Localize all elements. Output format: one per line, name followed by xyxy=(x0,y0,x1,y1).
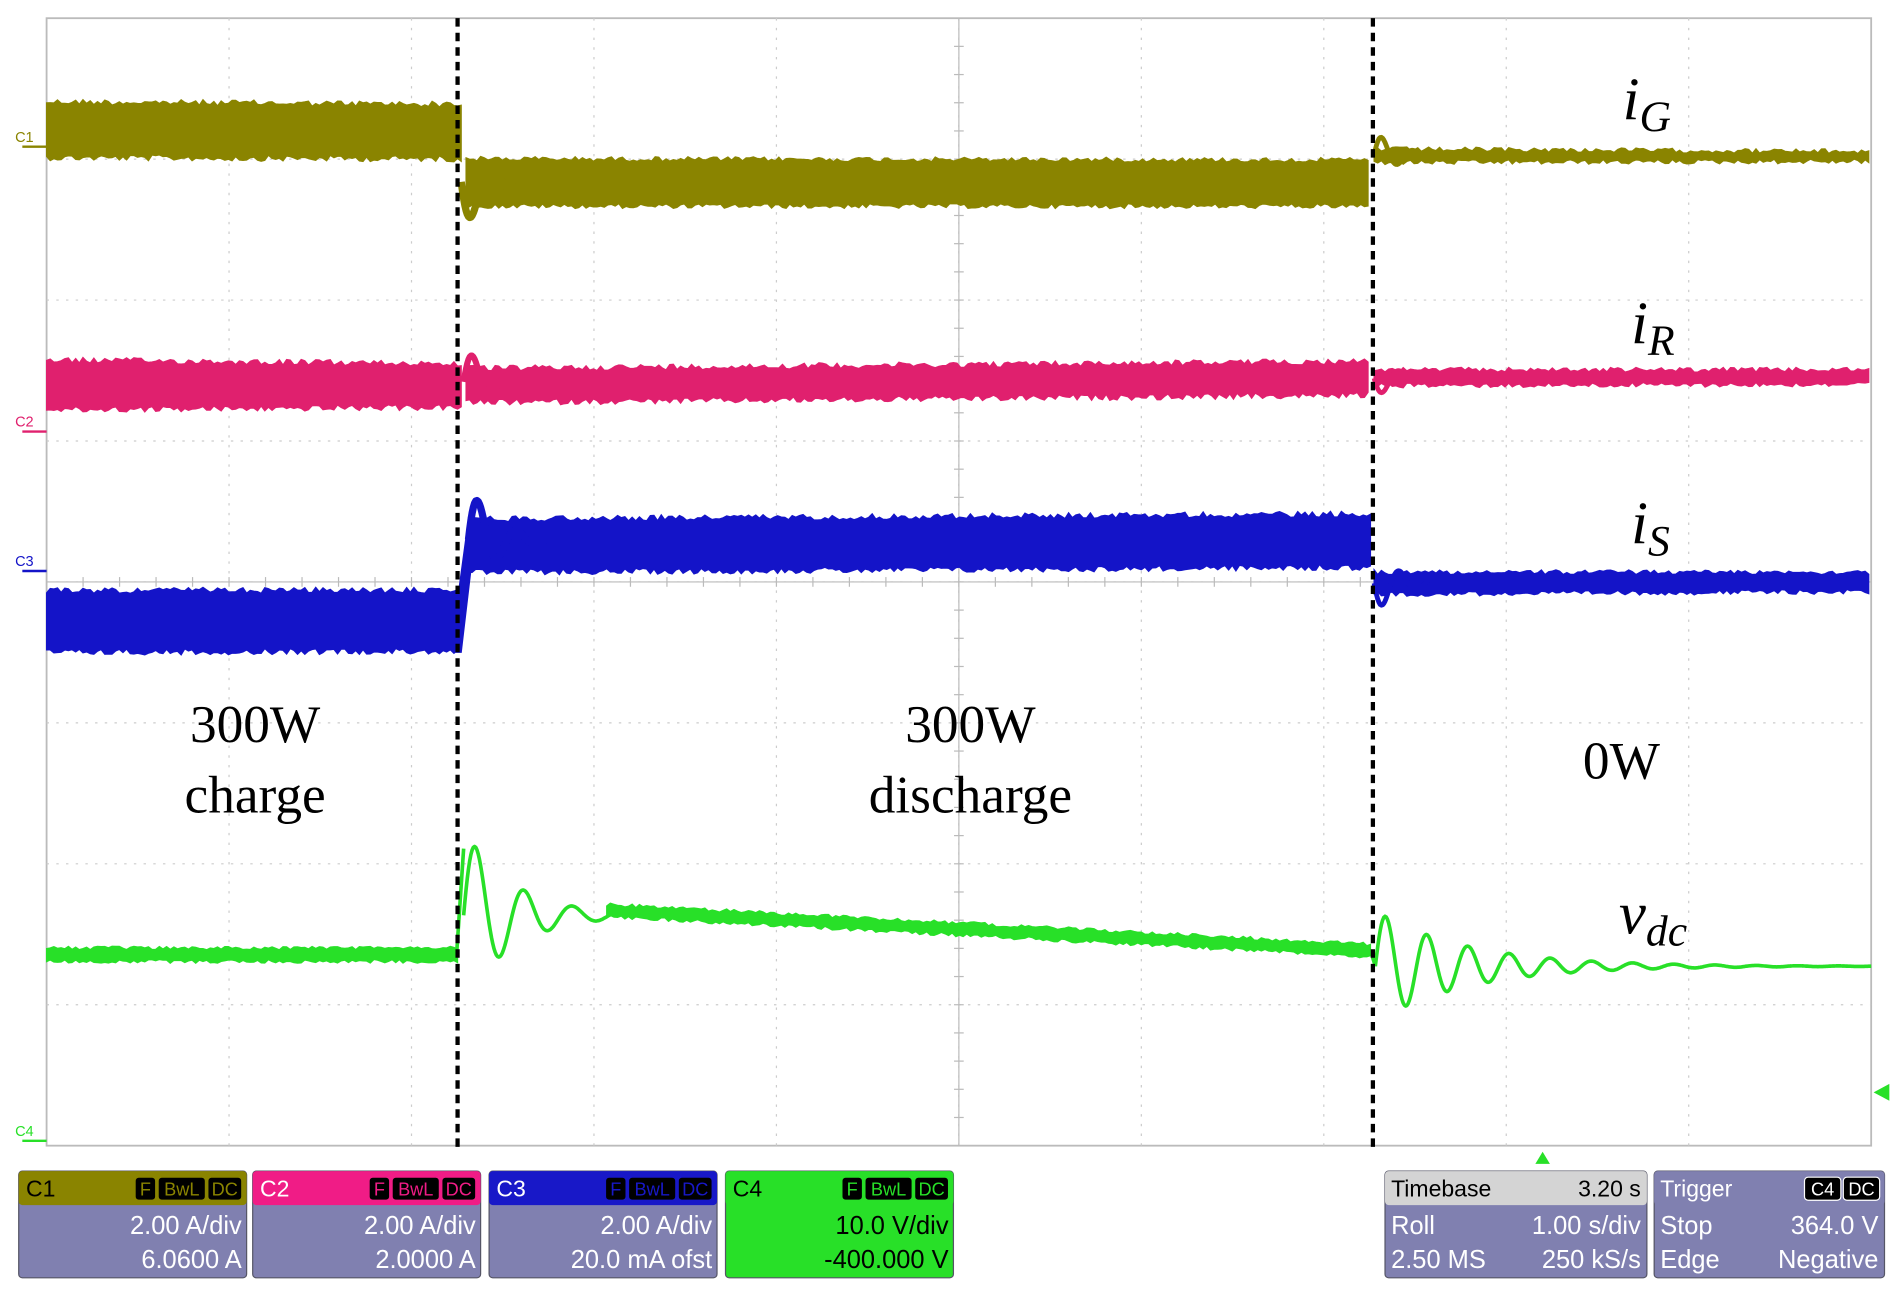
channel-badge-text: BwL xyxy=(398,1179,433,1199)
channel-badge-text: DC xyxy=(682,1179,708,1199)
trigger-badge-text: DC xyxy=(1848,1179,1874,1199)
trace-subscript: R xyxy=(1647,317,1675,365)
channel-name: C4 xyxy=(733,1176,763,1202)
trace-is xyxy=(464,496,581,562)
channel-name: C2 xyxy=(260,1176,289,1202)
channel-badge xyxy=(677,1176,713,1201)
channel-badge xyxy=(914,1176,950,1201)
trace-is xyxy=(45,586,462,656)
trace-ig xyxy=(1371,134,1473,167)
channel-marker: C1 xyxy=(15,130,34,146)
trigger-row-value: 364.0 V xyxy=(1791,1212,1879,1240)
channel-badge-text: F xyxy=(847,1179,858,1199)
trigger-badge xyxy=(1803,1176,1842,1201)
channel-scale: 2.00 A/div xyxy=(600,1212,712,1240)
timebase-title: Timebase xyxy=(1391,1176,1491,1202)
trace-is xyxy=(467,510,1372,576)
channel-badge-text: BwL xyxy=(634,1179,669,1199)
trigger-level-marker xyxy=(1873,1083,1890,1101)
trace-label: iG xyxy=(1623,66,1671,141)
channel-badge xyxy=(207,1176,243,1201)
timebase-header xyxy=(1385,1171,1647,1206)
trigger-row-value: Negative xyxy=(1778,1246,1878,1274)
channel-marker: C4 xyxy=(15,1124,34,1140)
channel-badge xyxy=(391,1176,440,1201)
annotation: charge xyxy=(185,764,326,824)
trace-ir xyxy=(1373,366,1870,389)
trace-label: iS xyxy=(1631,490,1670,565)
trigger-row-label: Stop xyxy=(1660,1212,1712,1240)
channel-offset: 20.0 mA ofst xyxy=(571,1246,712,1274)
channel-name: C3 xyxy=(496,1176,525,1202)
trace-ir xyxy=(45,356,462,413)
channel-scale: 2.00 A/div xyxy=(130,1212,242,1240)
channel-badge-text: F xyxy=(374,1179,385,1199)
channel-badge-text: F xyxy=(140,1179,151,1199)
channel-badge xyxy=(627,1176,677,1201)
trigger-badge xyxy=(1842,1176,1881,1201)
trace-symbol: i xyxy=(1623,66,1640,133)
trace-vdc xyxy=(1373,914,1872,1008)
trace-symbol: v xyxy=(1619,881,1646,948)
trace-ig xyxy=(465,155,1369,210)
channel-badge xyxy=(157,1176,207,1201)
trace-is xyxy=(1371,568,1485,608)
trigger-badge-text: C4 xyxy=(1811,1179,1834,1199)
channel-badge-text: DC xyxy=(212,1179,238,1199)
timebase-value: 3.20 s xyxy=(1578,1176,1641,1202)
trace-ig xyxy=(457,161,573,222)
trace-ir xyxy=(1371,368,1473,396)
trace-ig xyxy=(1373,146,1870,166)
channel-badge-text: DC xyxy=(918,1179,944,1199)
channel-scale: 2.00 A/div xyxy=(364,1212,476,1240)
annotation: 300W xyxy=(905,694,1036,754)
channel-offset: 6.0600 A xyxy=(141,1246,241,1274)
trace-ir xyxy=(465,358,1369,406)
channel-name: C1 xyxy=(26,1176,55,1202)
trace-symbol: i xyxy=(1631,490,1648,557)
timebase-row-label: 2.50 MS xyxy=(1391,1246,1486,1274)
trace-label: iR xyxy=(1631,290,1675,365)
channel-badge-text: F xyxy=(610,1179,621,1199)
annotation: 0W xyxy=(1583,730,1661,790)
trigger-title: Trigger xyxy=(1660,1176,1732,1202)
trace-subscript: G xyxy=(1639,93,1671,141)
channel-marker: C3 xyxy=(15,554,34,570)
annotation: discharge xyxy=(869,764,1072,824)
channel-badge xyxy=(134,1176,157,1201)
channel-badge-text: BwL xyxy=(164,1179,199,1199)
trace-subscript: S xyxy=(1648,517,1670,565)
timebase-row-label: Roll xyxy=(1391,1212,1435,1240)
trace-symbol: i xyxy=(1631,290,1648,357)
trigger-marker xyxy=(1535,1151,1550,1164)
trace-is xyxy=(1373,568,1870,597)
channel-offset: -400.000 V xyxy=(824,1246,948,1274)
channel-badge xyxy=(441,1176,477,1201)
channel-badge-text: BwL xyxy=(871,1179,906,1199)
trace-ir xyxy=(460,352,563,399)
trace-vdc xyxy=(45,945,459,964)
trace-label: vdc xyxy=(1619,881,1687,956)
channel-marker: C2 xyxy=(15,415,34,431)
channel-badge xyxy=(368,1176,391,1201)
channel-badge xyxy=(604,1176,627,1201)
channel-badge-text: DC xyxy=(446,1179,472,1199)
trace-subscript: dc xyxy=(1646,908,1687,956)
channel-offset: 2.0000 A xyxy=(375,1246,475,1274)
timebase-row-value: 250 kS/s xyxy=(1542,1246,1641,1274)
trace-vdc xyxy=(461,844,622,959)
channel-badge xyxy=(841,1176,864,1201)
annotation: 300W xyxy=(190,694,321,754)
channel-scale: 10.0 V/div xyxy=(835,1212,948,1240)
channel-badge xyxy=(864,1176,913,1201)
trigger-row-label: Edge xyxy=(1660,1246,1719,1274)
timebase-row-value: 1.00 s/div xyxy=(1532,1212,1641,1240)
trace-ig xyxy=(45,98,462,163)
